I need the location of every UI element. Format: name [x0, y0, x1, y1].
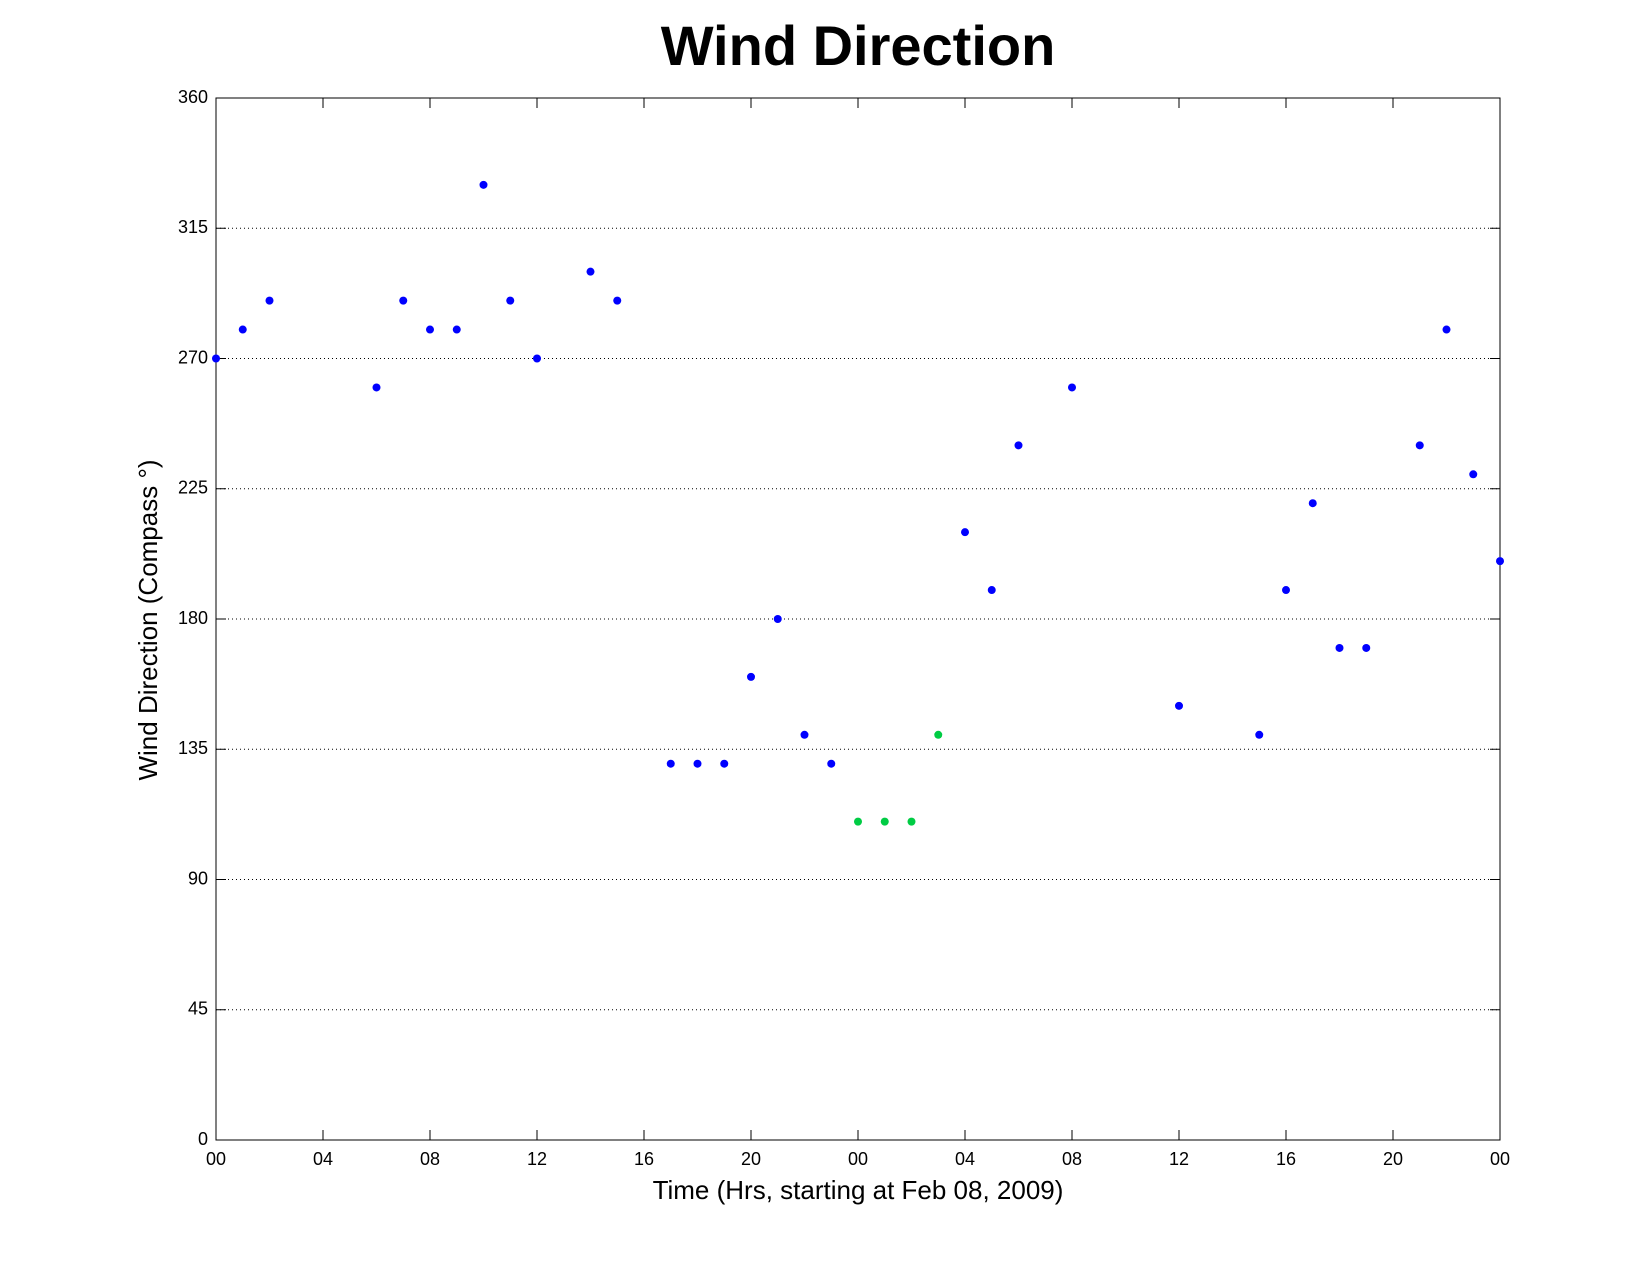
data-point	[1362, 643, 1371, 652]
x-tick-label: 00	[848, 1149, 868, 1169]
y-tick-label: 180	[178, 608, 208, 628]
data-point	[372, 383, 381, 392]
chart-title: Wind Direction	[661, 14, 1056, 77]
data-point	[1068, 383, 1076, 392]
x-tick-label: 12	[1169, 1149, 1189, 1169]
data-point	[720, 759, 729, 768]
data-point	[773, 615, 782, 623]
x-tick-label: 00	[206, 1149, 226, 1169]
data-point	[880, 817, 889, 826]
data-point	[506, 296, 515, 305]
x-tick-label: 16	[1276, 1149, 1296, 1169]
x-tick-label: 12	[527, 1149, 547, 1169]
y-tick-label: 0	[198, 1129, 208, 1149]
data-point	[533, 354, 541, 363]
x-tick-label: 04	[313, 1149, 333, 1169]
y-tick-label: 225	[178, 478, 208, 498]
data-point	[479, 180, 488, 189]
x-tick-label: 08	[1062, 1149, 1082, 1169]
data-point	[934, 730, 943, 739]
data-point	[854, 817, 862, 826]
y-tick-label: 270	[178, 347, 208, 367]
data-point	[961, 528, 969, 537]
data-point	[693, 759, 702, 768]
x-tick-label: 20	[1383, 1149, 1403, 1169]
x-tick-label: 04	[955, 1149, 975, 1169]
x-tick-label: 00	[1490, 1149, 1510, 1169]
y-tick-label: 135	[178, 738, 208, 758]
data-point	[666, 759, 675, 768]
data-point	[747, 672, 755, 681]
data-point	[426, 325, 434, 334]
plot-area	[215, 97, 1501, 1141]
y-tick-label: 315	[178, 217, 208, 237]
data-point	[586, 267, 595, 276]
data-point	[1442, 325, 1451, 334]
data-point	[1496, 557, 1504, 566]
x-tick-label: 08	[420, 1149, 440, 1169]
data-point	[827, 759, 836, 768]
y-tick-label: 45	[188, 999, 208, 1019]
data-point	[212, 354, 220, 363]
data-point	[399, 296, 408, 305]
data-point	[1014, 441, 1023, 450]
data-point	[1469, 470, 1478, 479]
data-point	[613, 296, 622, 305]
y-tick-label: 360	[178, 87, 208, 107]
x-tick-label: 16	[634, 1149, 654, 1169]
data-point	[238, 325, 247, 334]
data-point	[987, 586, 996, 595]
data-point	[1282, 586, 1290, 595]
data-point	[1308, 499, 1317, 508]
data-point	[1415, 441, 1424, 450]
data-point	[265, 296, 274, 305]
data-point	[907, 817, 916, 826]
y-axis-label: Wind Direction (Compass °)	[133, 459, 163, 780]
data-point	[800, 730, 809, 739]
x-axis-label: Time (Hrs, starting at Feb 08, 2009)	[653, 1175, 1064, 1205]
data-point	[1255, 730, 1264, 739]
data-point	[1335, 643, 1344, 652]
data-point	[452, 325, 461, 334]
data-point	[1175, 701, 1183, 710]
x-tick-label: 20	[741, 1149, 761, 1169]
y-tick-label: 90	[188, 868, 208, 888]
